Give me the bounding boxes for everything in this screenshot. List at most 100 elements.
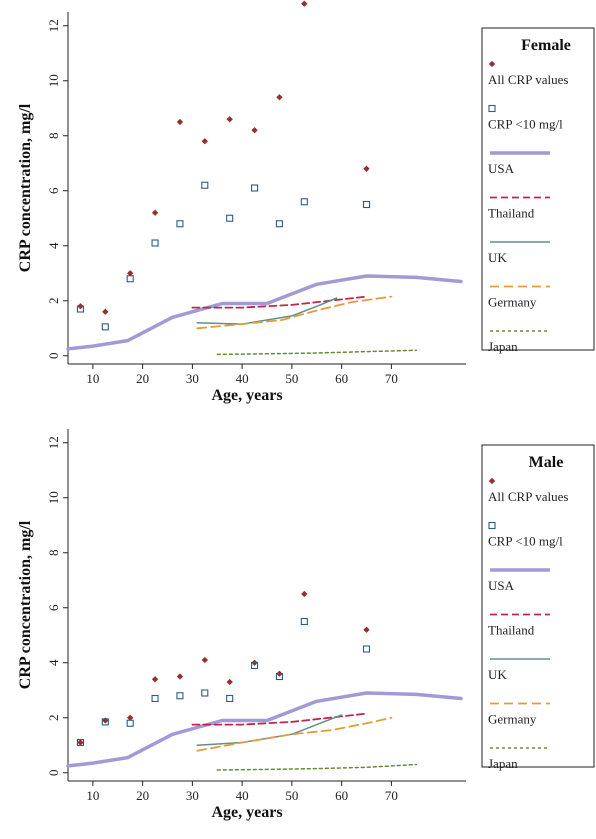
data-point-all-crp-values [226, 116, 233, 123]
y-tick-label: 8 [46, 550, 61, 557]
series-line-uk [196, 714, 343, 747]
data-point-all-crp-values [127, 270, 134, 277]
chart-svg: 0 2 4 6 8 10 12 10 20 30 40 50 60 70 Age, years CRP con… [17, 429, 595, 821]
data-point-crp-10-mg-l [151, 694, 159, 703]
series-line-thailand [191, 295, 368, 309]
legend-label-usa: USA [488, 161, 515, 176]
x-tick-label: 40 [236, 371, 249, 386]
x-axis-title: Age, years [211, 387, 282, 404]
legend-label-uk: UK [488, 667, 507, 682]
legend-title: Female [521, 37, 571, 54]
series-all-crp-values [77, 0, 370, 315]
series-line-uk [196, 297, 338, 325]
legend-label-all-crp-values: All CRP values [488, 489, 568, 504]
x-tick-label: 40 [236, 788, 249, 803]
data-point-crp-10-mg-l [362, 200, 371, 209]
data-point-all-crp-values [363, 165, 370, 172]
legend-label-germany: Germany [488, 295, 537, 310]
data-point-all-crp-values [301, 590, 308, 598]
legend-label-thailand: Thailand [488, 206, 535, 221]
data-point-all-crp-values [176, 118, 184, 126]
y-tick-label: 10 [46, 74, 61, 87]
data-point-crp-10-mg-l [201, 689, 209, 697]
y-tick-label: 0 [46, 353, 61, 360]
legend-symbol-crp-10-mg-l [488, 104, 496, 113]
data-point-crp-10-mg-l [300, 198, 308, 206]
x-tick-label: 10 [86, 371, 99, 386]
series-japan [216, 349, 418, 356]
legend-box [481, 444, 595, 768]
x-tick-label: 50 [285, 371, 298, 386]
x-tick-label: 70 [385, 788, 398, 803]
female-chart-panel: 0 2 4 6 8 10 12 10 20 30 40 50 60 70 Age, years CRP con… [0, 0, 596, 417]
legend-label-usa: USA [488, 578, 515, 593]
series-thailand [191, 712, 368, 726]
data-point-crp-10-mg-l [151, 239, 159, 247]
x-tick-label: 50 [285, 788, 298, 803]
y-tick-label: 12 [46, 436, 61, 449]
y-tick-label: 6 [46, 187, 61, 194]
data-point-crp-10-mg-l [226, 694, 234, 703]
series-line-japan [216, 763, 418, 771]
data-point-crp-10-mg-l [76, 738, 84, 747]
legend-symbol-all-crp-values [488, 60, 496, 68]
data-point-crp-10-mg-l [362, 645, 371, 653]
series-japan [216, 763, 418, 771]
y-tick-label: 4 [46, 659, 61, 666]
legend-label-crp-10-mg-l: CRP <10 mg/l [488, 117, 563, 132]
data-point-crp-10-mg-l [251, 661, 259, 670]
x-tick-label: 20 [136, 371, 149, 386]
legend-label-crp-10-mg-l: CRP <10 mg/l [488, 534, 563, 549]
series-uk [196, 297, 338, 325]
data-point-all-crp-values [226, 678, 233, 686]
series-line-thailand [191, 712, 368, 726]
male-chart-panel: 0 2 4 6 8 10 12 10 20 30 40 50 60 70 Age, years CRP con… [0, 417, 596, 834]
series-line-germany [196, 716, 393, 752]
data-point-all-crp-values [276, 94, 283, 101]
legend-symbol-crp-10-mg-l [488, 521, 496, 530]
series-crp-10-mg-l [76, 181, 371, 331]
data-point-crp-10-mg-l [226, 214, 234, 222]
series-all-crp-values [77, 590, 370, 746]
x-tick-label: 20 [136, 788, 149, 803]
legend-title: Male [529, 454, 564, 471]
legend-label-germany: Germany [488, 712, 537, 727]
x-tick-label: 30 [186, 371, 199, 386]
data-point-crp-10-mg-l [275, 672, 283, 681]
x-tick-label: 10 [86, 788, 99, 803]
y-tick-label: 6 [46, 604, 61, 611]
data-point-crp-10-mg-l [126, 719, 134, 727]
x-tick-label: 60 [335, 371, 348, 386]
y-tick-label: 8 [46, 133, 61, 140]
data-point-all-crp-values [201, 656, 208, 664]
data-point-all-crp-values [77, 739, 84, 746]
data-point-all-crp-values [151, 209, 159, 216]
y-tick-label: 0 [46, 770, 61, 777]
legend-label-all-crp-values: All CRP values [488, 72, 568, 87]
data-point-crp-10-mg-l [176, 220, 184, 228]
series-line-usa [66, 691, 463, 768]
series-germany [196, 716, 393, 752]
data-point-all-crp-values [201, 138, 208, 145]
legend-label-uk: UK [488, 250, 507, 265]
legend-label-japan: Japan [488, 756, 518, 771]
legend-label-thailand: Thailand [488, 623, 535, 638]
y-tick-label: 4 [46, 242, 61, 249]
data-point-all-crp-values [176, 673, 184, 680]
data-point-all-crp-values [127, 714, 134, 721]
data-point-crp-10-mg-l [300, 617, 308, 626]
series-line-usa [66, 274, 463, 351]
data-point-crp-10-mg-l [76, 305, 84, 313]
series-usa [66, 274, 463, 351]
x-axis-title: Age, years [211, 804, 282, 821]
series-uk [196, 714, 343, 747]
y-axis-title: CRP concentration, mg/l [17, 103, 34, 272]
x-tick-label: 30 [186, 788, 199, 803]
series-line-japan [216, 349, 418, 356]
data-point-crp-10-mg-l [275, 220, 283, 228]
data-point-crp-10-mg-l [176, 692, 184, 700]
data-point-all-crp-values [251, 127, 258, 134]
series-germany [196, 295, 393, 330]
y-tick-label: 2 [46, 715, 61, 722]
x-tick-label: 60 [335, 788, 348, 803]
